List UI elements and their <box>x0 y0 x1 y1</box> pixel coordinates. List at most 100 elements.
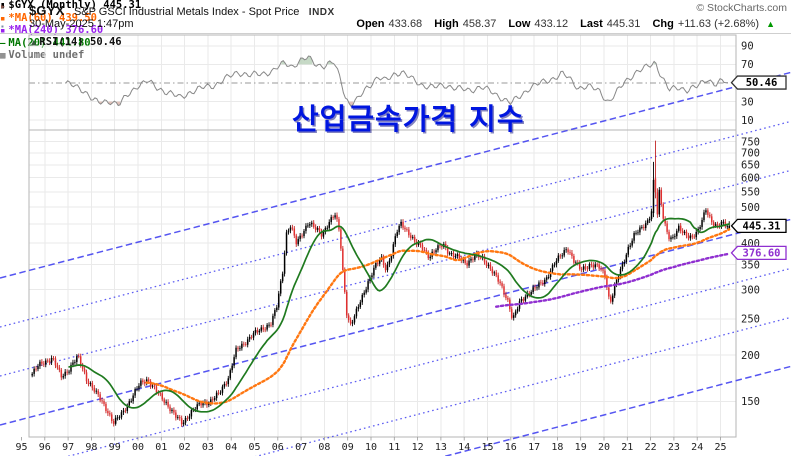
svg-text:250: 250 <box>741 314 760 326</box>
legend-row-price: ▮ $GYX (Monthly) 445.31 <box>0 0 791 13</box>
last-label: Last <box>580 18 603 30</box>
svg-text:17: 17 <box>528 442 540 453</box>
ma240-line <box>495 252 731 308</box>
gridlines <box>29 35 736 437</box>
chg-value: +11.63 (+2.68%) <box>677 18 760 30</box>
svg-text:96: 96 <box>39 442 51 453</box>
svg-text:08: 08 <box>318 442 330 453</box>
svg-text:600: 600 <box>741 172 760 184</box>
svg-text:00: 00 <box>132 442 144 453</box>
volume-bars-icon: ▦ <box>0 51 6 62</box>
svg-text:19: 19 <box>575 442 587 453</box>
open-value: 433.68 <box>388 18 423 30</box>
svg-text:97: 97 <box>62 442 74 453</box>
legend-row-ma20: — MA(20) 441.80 <box>0 36 791 51</box>
legend-ma240-text: *MA(240) 376.60 <box>8 24 104 37</box>
svg-text:650: 650 <box>741 160 760 172</box>
axis-labels: 7507006506005505004003503002502001509070… <box>15 41 759 454</box>
svg-text:06: 06 <box>272 442 284 453</box>
page-marker-arrow-icon: ▸ <box>1 2 6 11</box>
ohlc-quote-row: Open 433.68 High 458.37 Low 433.12 Last 445.… <box>356 18 775 30</box>
exchange-label: INDX <box>308 7 335 18</box>
candlestick-series <box>31 140 731 427</box>
copyright: © StockCharts.com <box>696 2 787 14</box>
instrument-title: S&P GSCI Industrial Metals Index - Spot … <box>73 6 300 18</box>
svg-text:16: 16 <box>505 442 517 453</box>
legend-ma60-text: *MA(60) 439.50 <box>8 11 97 24</box>
legend-row-ma240: ▪ *MA(240) 376.60 <box>0 24 791 38</box>
svg-text:25: 25 <box>714 442 726 453</box>
svg-text:150: 150 <box>741 396 760 408</box>
rsi-indicator-label: ▲ RSI(14) 50.46 <box>31 36 122 48</box>
ma240-value-box: 376.60 <box>730 245 787 261</box>
svg-text:01: 01 <box>155 442 167 453</box>
svg-text:24: 24 <box>691 442 703 453</box>
svg-text:20: 20 <box>598 442 610 453</box>
svg-text:05: 05 <box>248 442 260 453</box>
page-marker-dash-icon: ▪ <box>1 22 4 31</box>
svg-text:750: 750 <box>741 136 760 148</box>
chart-header: $GYX S&P GSCI Industrial Metals Index - … <box>29 2 335 20</box>
svg-text:12: 12 <box>412 442 424 453</box>
candlestick-icon: ▮ <box>0 1 6 11</box>
svg-text:04: 04 <box>225 442 237 453</box>
svg-text:02: 02 <box>179 442 191 453</box>
last-price-box: 445.31 <box>730 218 787 234</box>
svg-text:445.31: 445.31 <box>743 220 781 232</box>
rsi-label-text: RSI(14) 50.46 <box>39 36 122 48</box>
rsi-plot <box>65 55 728 108</box>
high-value: 458.37 <box>462 18 497 30</box>
svg-text:23: 23 <box>668 442 680 453</box>
svg-text:90: 90 <box>741 41 754 53</box>
svg-text:13: 13 <box>435 442 447 453</box>
svg-text:21: 21 <box>621 442 633 453</box>
svg-text:09: 09 <box>342 442 354 453</box>
svg-text:350: 350 <box>741 259 760 271</box>
svg-text:700: 700 <box>741 148 760 160</box>
ma20-line <box>68 217 731 413</box>
legend-ma20-text: MA(20) 441.80 <box>8 36 91 49</box>
legend-row-ma60: ▪ *MA(60) 439.50 <box>0 11 791 26</box>
svg-text:22: 22 <box>645 442 657 453</box>
svg-text:550: 550 <box>741 186 760 198</box>
svg-text:11: 11 <box>388 442 400 453</box>
low-label: Low <box>508 18 531 30</box>
svg-text:30: 30 <box>741 96 754 108</box>
chg-label: Chg <box>652 18 674 30</box>
high-label: High <box>434 18 459 30</box>
svg-text:98: 98 <box>85 442 97 453</box>
chart-datetime: 30-May-2025 1:47pm <box>29 18 134 30</box>
svg-text:10: 10 <box>365 442 377 453</box>
area-chart-icon: ▲ <box>31 38 37 48</box>
korean-annotation: 산업금속가격 지수 <box>292 102 525 136</box>
up-triangle-icon: ▲ <box>766 19 775 29</box>
dotted-line-icon: ▪ <box>0 13 6 24</box>
main-chart-legend: ▮ $GYX (Monthly) 445.31 ▪ *MA(60) 439.50 ▪… <box>0 0 791 63</box>
svg-text:200: 200 <box>741 350 760 362</box>
svg-text:300: 300 <box>741 284 760 296</box>
open-label: Open <box>356 18 385 30</box>
svg-text:500: 500 <box>741 202 760 214</box>
svg-text:18: 18 <box>551 442 563 453</box>
svg-text:07: 07 <box>295 442 307 453</box>
legend-row-volume: ▦ Volume undef <box>0 50 791 63</box>
svg-text:95: 95 <box>15 442 27 453</box>
svg-text:10: 10 <box>741 115 754 127</box>
svg-text:99: 99 <box>109 442 121 453</box>
last-value: 445.31 <box>606 18 641 30</box>
svg-text:15: 15 <box>481 442 493 453</box>
svg-text:50.46: 50.46 <box>746 77 778 89</box>
svg-text:376.60: 376.60 <box>743 248 781 260</box>
legend-volume-text: Volume undef <box>8 49 85 62</box>
ma60-line <box>145 228 731 405</box>
low-value: 433.12 <box>534 18 569 30</box>
svg-text:14: 14 <box>458 442 470 453</box>
dotted-line-icon: ▪ <box>0 26 6 37</box>
svg-text:70: 70 <box>741 59 754 71</box>
svg-text:03: 03 <box>202 442 214 453</box>
legend-price-text: $GYX (Monthly) 445.31 <box>8 0 142 11</box>
rsi-value-box: 50.46 <box>730 75 787 90</box>
ticker-symbol: $GYX <box>29 3 65 18</box>
